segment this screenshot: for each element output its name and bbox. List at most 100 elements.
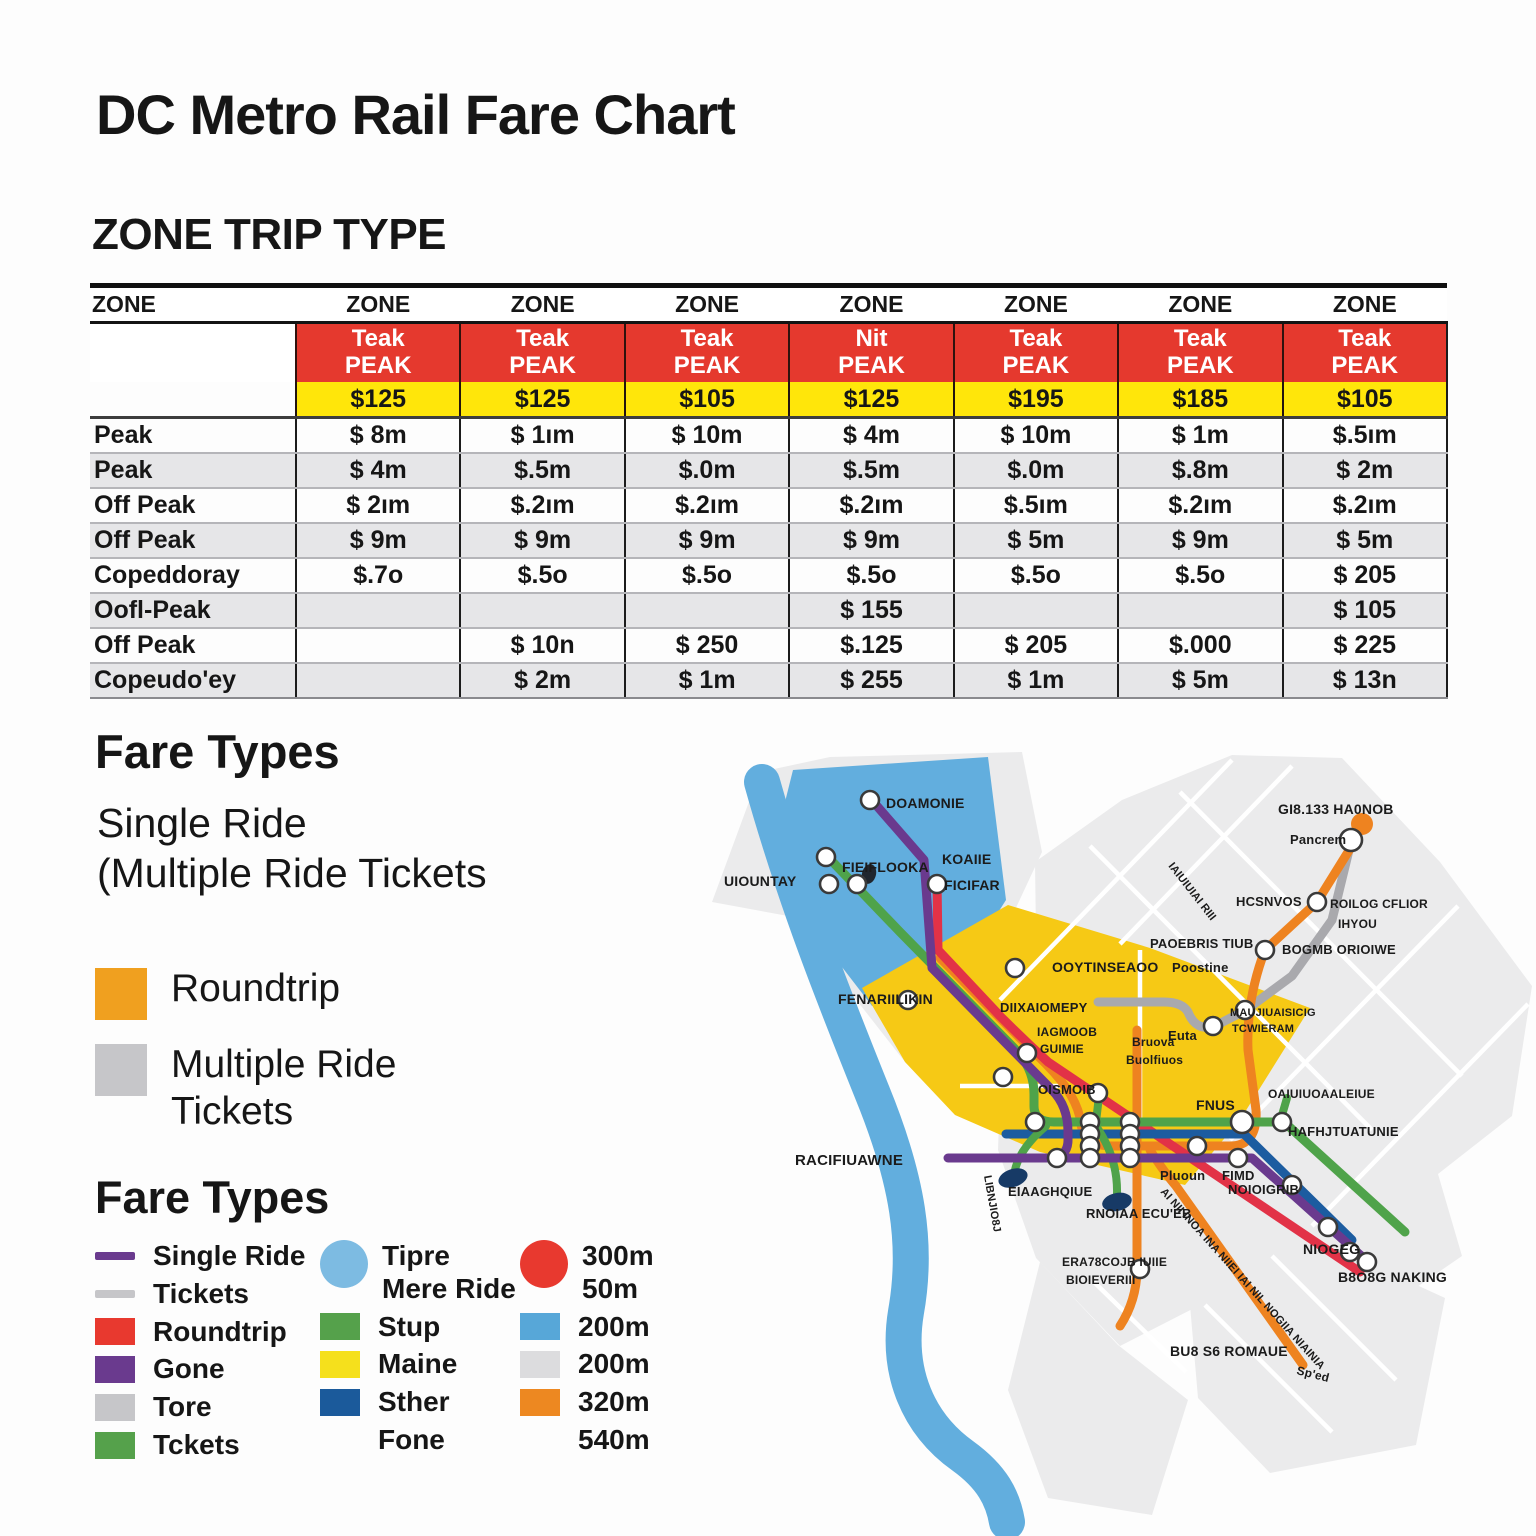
fare-cell: $ 5m	[952, 523, 1119, 559]
row-label: Off Peak	[90, 628, 296, 664]
map-legend: Single Ride Tickets Roundtrip Gone Tore Tcket…	[95, 1240, 700, 1462]
legend-swatch	[95, 968, 147, 1020]
fare-cell: $ 5m	[1281, 523, 1449, 559]
fare-cell	[294, 628, 461, 664]
legend-swatch	[320, 1313, 364, 1341]
legend-swatch	[320, 1351, 364, 1379]
station-label: Bruova	[1132, 1035, 1175, 1049]
legend-label: 300m 50m	[582, 1240, 654, 1304]
legend-swatch	[95, 1252, 139, 1261]
page-title: DC Metro Rail Fare Chart	[96, 83, 736, 146]
fare-cell: $.8m	[1117, 453, 1283, 489]
row-label: Off Peak	[90, 523, 296, 559]
station-label: EIAAGHQIUE	[1008, 1184, 1092, 1199]
legend-item: Maine	[320, 1348, 520, 1381]
legend-swatch	[95, 1044, 147, 1096]
station-marker	[1254, 939, 1276, 961]
rect-swatch	[95, 1318, 135, 1346]
station-marker	[1338, 827, 1364, 853]
station-marker	[859, 789, 881, 811]
station-marker	[926, 873, 948, 895]
station-label: PAOEBRIS TIUB	[1150, 936, 1253, 951]
fare-cell: $.2ım	[459, 488, 625, 524]
station-marker	[1046, 1147, 1068, 1169]
fare-cell: $ 9m	[294, 523, 461, 559]
fare-zone-yellow	[862, 905, 1310, 1185]
fare-cell: $ 1ım	[459, 417, 625, 454]
legend-column: 300m 50m 200m 200m 320m 540m	[520, 1240, 700, 1462]
price-cell: $195	[952, 382, 1119, 419]
rect-swatch	[320, 1351, 360, 1379]
fare-cell: $ 2m	[1281, 453, 1449, 489]
legend-swatch	[320, 1388, 364, 1416]
station-label: GUIMIE	[1040, 1042, 1084, 1056]
fare-cell	[294, 663, 461, 699]
circle-swatch	[320, 1240, 368, 1288]
fare-cell: $ 4m	[788, 417, 954, 454]
legend-swatch	[520, 1351, 564, 1379]
fare-cell: $.5o	[459, 558, 625, 594]
legend-label: Tckets	[153, 1428, 240, 1460]
price-header-row: $125 $125 $105 $125 $195 $185 $105	[90, 382, 1449, 419]
map-dots	[861, 813, 1373, 1212]
fare-cell: $.2ım	[1281, 488, 1449, 524]
station-label: UIOUNTAY	[724, 873, 797, 889]
fare-cell	[459, 593, 625, 629]
fare-cell: $.0m	[623, 453, 790, 489]
row-label: Off Peak	[90, 488, 296, 524]
legend-item: Sther	[320, 1386, 520, 1419]
fare-cell: $ 205	[952, 628, 1119, 664]
station-marker	[1234, 999, 1256, 1021]
fare-cell: $ 2ım	[294, 488, 461, 524]
legend-swatch-spacer	[320, 1436, 364, 1444]
fare-cell: $ 10m	[952, 417, 1119, 454]
table-header-row: ZONE ZONE ZONE ZONE ZONE ZONE ZONE ZONE	[90, 285, 1447, 324]
zone-header-cell: ZONE	[1282, 285, 1447, 324]
fare-cell: $.2ım	[1117, 488, 1283, 524]
legend-item: 320m	[520, 1386, 700, 1419]
zone-header-cell: ZONE	[953, 285, 1119, 324]
station-marker	[992, 1066, 1014, 1088]
none-swatch	[320, 1436, 360, 1444]
rect-swatch	[95, 1356, 135, 1384]
fare-cell: $.5o	[1117, 558, 1283, 594]
row-label	[90, 322, 296, 382]
fare-cell: $ 10m	[623, 417, 790, 454]
legend-item: Tickets	[95, 1278, 320, 1311]
row-label: Peak	[90, 453, 296, 489]
legend-label: Multiple Ride Tickets	[171, 1043, 397, 1133]
fare-cell: $ 1m	[1117, 417, 1283, 454]
station-label: IHYOU	[1338, 917, 1377, 931]
rect-swatch	[520, 1313, 560, 1341]
peak-header-cell: Teak PEAK	[952, 322, 1119, 382]
station-label: FICIFAR	[944, 877, 1000, 893]
legend-swatch	[520, 1240, 568, 1288]
legend-item: Roundtrip	[95, 966, 396, 1020]
peak-header-cell: Teak PEAK	[294, 322, 461, 382]
fare-cell: $.5ım	[952, 488, 1119, 524]
fare-cell: $ 250	[623, 628, 790, 664]
fare-cell: $ 225	[1281, 628, 1449, 664]
table-row: Copeudo'ey $ 2m $ 1m $ 255 $ 1m $ 5m $ 13n	[90, 663, 1449, 699]
legend-label: 200m	[578, 1310, 650, 1342]
legend-item: 540m	[520, 1424, 700, 1457]
zone-header-cell: ZONE	[624, 285, 790, 324]
peak-header-cell: Nit PEAK	[788, 322, 954, 382]
station-label: OISMOIB	[1038, 1082, 1096, 1097]
station-label: FNUS	[1196, 1097, 1235, 1113]
fare-types-heading: Fare Types	[95, 725, 340, 778]
fare-cell	[623, 593, 790, 629]
legend-label: 320m	[578, 1386, 650, 1417]
station-marker	[846, 873, 868, 895]
legend-label: Fone	[378, 1423, 445, 1455]
peak-header-cell: Teak PEAK	[459, 322, 625, 382]
fare-cell: $.5m	[788, 453, 954, 489]
station-marker	[1339, 1241, 1361, 1263]
rect-swatch	[95, 1431, 135, 1459]
station-marker	[1202, 1015, 1224, 1037]
station-label: Poostine	[1172, 960, 1229, 975]
legend-label: Sther	[378, 1386, 450, 1417]
fare-cell: $ 4m	[294, 453, 461, 489]
fare-cell: $ 205	[1281, 558, 1449, 594]
fare-cell: $.5o	[952, 558, 1119, 594]
